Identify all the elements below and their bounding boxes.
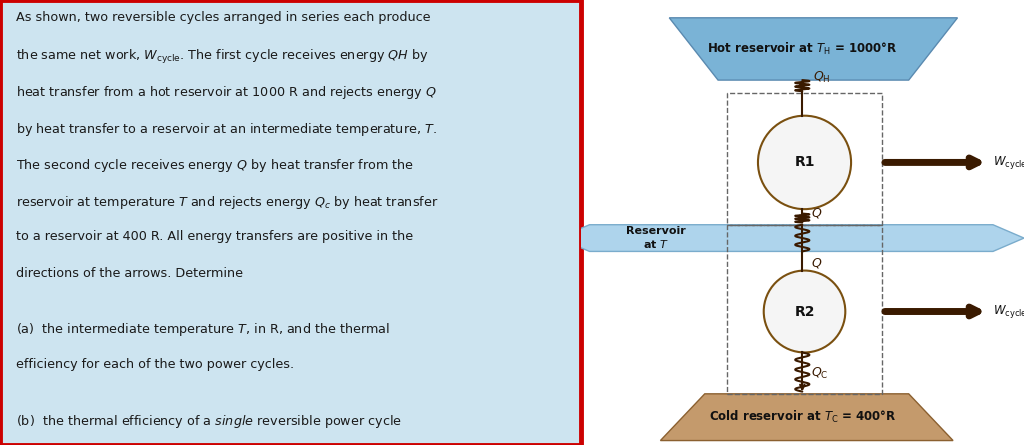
Text: $\mathit{Q}_\mathrm{H}$: $\mathit{Q}_\mathrm{H}$ bbox=[813, 70, 830, 85]
Text: Reservoir
at $T$: Reservoir at $T$ bbox=[626, 226, 686, 250]
Text: efficiency for each of the two power cycles.: efficiency for each of the two power cyc… bbox=[16, 358, 294, 371]
Circle shape bbox=[758, 116, 851, 209]
Text: R2: R2 bbox=[795, 304, 815, 319]
Circle shape bbox=[764, 271, 846, 352]
Text: heat transfer from a hot reservoir at 1000 R and rejects energy $Q$: heat transfer from a hot reservoir at 10… bbox=[16, 84, 437, 101]
Text: reservoir at temperature $T$ and rejects energy $Q_c$ by heat transfer: reservoir at temperature $T$ and rejects… bbox=[16, 194, 438, 210]
Text: As shown, two reversible cycles arranged in series each produce: As shown, two reversible cycles arranged… bbox=[16, 11, 431, 24]
Text: $Q_\mathrm{C}$: $Q_\mathrm{C}$ bbox=[811, 366, 828, 380]
Text: Cold reservoir at $T_\mathrm{C}$ = 400°R: Cold reservoir at $T_\mathrm{C}$ = 400°R bbox=[709, 409, 896, 425]
Text: the same net work, $W_\mathregular{cycle}$. The first cycle receives energy $QH$: the same net work, $W_\mathregular{cycle… bbox=[16, 48, 429, 65]
Text: $Q$: $Q$ bbox=[811, 256, 822, 270]
Polygon shape bbox=[558, 225, 1024, 251]
Text: (b)  the thermal efficiency of a $\it{single}$ reversible power cycle: (b) the thermal efficiency of a $\it{sin… bbox=[16, 413, 402, 429]
Text: $Q$: $Q$ bbox=[811, 206, 822, 220]
Text: $W_\mathrm{cycle}$: $W_\mathrm{cycle}$ bbox=[993, 154, 1024, 171]
Text: (a)  the intermediate temperature $T$, in R, and the thermal: (a) the intermediate temperature $T$, in… bbox=[16, 321, 390, 338]
Bar bbox=[727, 93, 882, 225]
Text: R1: R1 bbox=[795, 155, 815, 170]
Text: to a reservoir at 400 R. All energy transfers are positive in the: to a reservoir at 400 R. All energy tran… bbox=[16, 230, 414, 243]
Bar bbox=[727, 225, 882, 394]
Text: Hot reservoir at $T_\mathrm{H}$ = 1000°R: Hot reservoir at $T_\mathrm{H}$ = 1000°R bbox=[707, 41, 898, 57]
Polygon shape bbox=[660, 394, 953, 441]
Text: directions of the arrows. Determine: directions of the arrows. Determine bbox=[16, 267, 244, 279]
Text: The second cycle receives energy $Q$ by heat transfer from the: The second cycle receives energy $Q$ by … bbox=[16, 157, 414, 174]
Text: by heat transfer to a reservoir at an intermediate temperature, $T$.: by heat transfer to a reservoir at an in… bbox=[16, 121, 437, 138]
Polygon shape bbox=[670, 18, 957, 80]
Text: $W_\mathrm{cycle}$: $W_\mathrm{cycle}$ bbox=[993, 303, 1024, 320]
